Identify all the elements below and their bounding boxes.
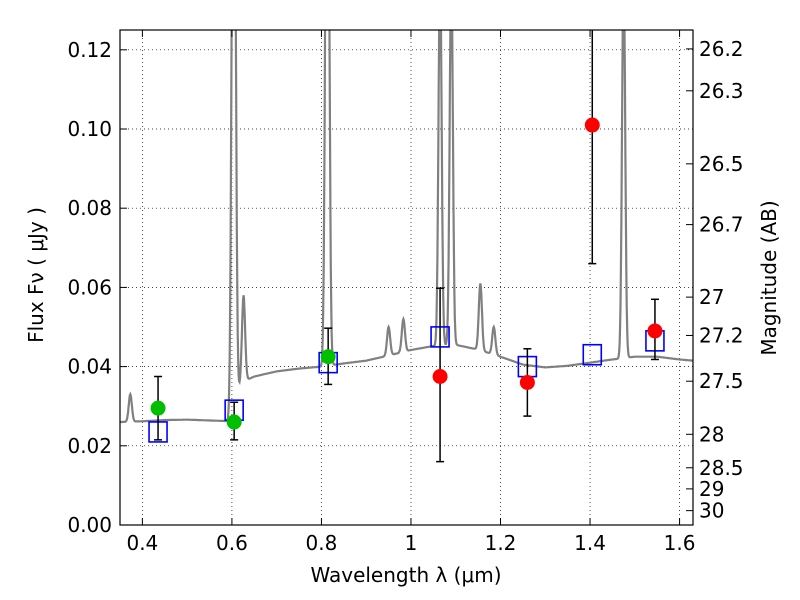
observed-photometry-point — [584, 117, 600, 133]
right-axis-title: Magnitude (AB) — [757, 200, 781, 355]
x-tick-label: 0.4 — [126, 531, 158, 555]
axes: 0.4 0.6 0.8 1 1.2 1.4 1.6 0.00 0.02 0.04 0.06 0.08 0… — [67, 29, 744, 555]
observed-photometry-point — [150, 400, 166, 416]
model-photometry-point — [582, 343, 603, 366]
x-tick-label: 1.6 — [664, 531, 696, 555]
y-tick-label: 0.08 — [67, 196, 112, 220]
y-tick-label: 0.04 — [67, 355, 112, 379]
right-tick-label: 28.5 — [699, 456, 744, 480]
y-axis-title: Flux Fν ( μJy ) — [24, 207, 48, 343]
model-spectrum-line — [120, 30, 693, 424]
x-tick-label: 1.4 — [574, 531, 606, 555]
observed-photometry-point — [432, 369, 448, 384]
right-tick-label: 29 — [699, 477, 724, 501]
y-tick-label: 0.10 — [67, 117, 112, 141]
right-tick-label: 30 — [699, 499, 724, 523]
axes-frame — [119, 29, 694, 526]
x-tick-label: 0.6 — [216, 531, 248, 555]
right-tick-label: 26.7 — [699, 213, 744, 237]
plot-area — [120, 30, 693, 463]
x-tick-label: 0.8 — [306, 531, 338, 555]
observed-photometry-point — [647, 323, 663, 339]
x-tick-label: 1 — [405, 531, 418, 555]
observed-photometry-point — [226, 414, 242, 430]
right-tick-label: 26.3 — [699, 79, 744, 103]
right-tick-label: 27.2 — [699, 323, 744, 347]
right-tick-label: 27 — [699, 285, 724, 309]
grid — [120, 30, 693, 526]
right-tick-label: 27.5 — [699, 369, 744, 393]
observed-photometry-point — [519, 374, 535, 390]
x-axis-title: Wavelength λ (μm) — [310, 563, 501, 587]
x-tick-label: 1.2 — [485, 531, 517, 555]
right-tick-label: 26.5 — [699, 152, 744, 176]
y-tick-label: 0.12 — [67, 38, 112, 62]
y-tick-label: 0.00 — [67, 513, 112, 537]
y-tick-label: 0.06 — [67, 275, 112, 299]
y-tick-label: 0.02 — [67, 434, 112, 458]
observed-photometry-point — [320, 349, 336, 365]
right-tick-label: 26.2 — [699, 37, 744, 61]
right-tick-label: 28 — [699, 422, 724, 446]
